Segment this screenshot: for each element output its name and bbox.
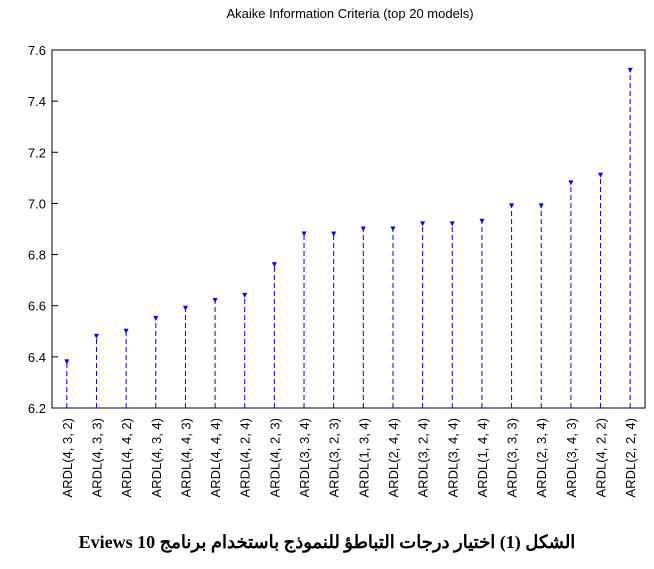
marker	[509, 203, 515, 209]
marker	[153, 315, 159, 321]
marker	[568, 180, 574, 186]
x-tick-label: ARDL(4, 2, 3)	[267, 418, 282, 497]
y-tick-label: 6.4	[28, 350, 46, 365]
marker	[242, 292, 248, 298]
marker	[390, 226, 396, 232]
x-tick-label: ARDL(1, 4, 4)	[475, 418, 490, 497]
y-tick-label: 7.2	[28, 145, 46, 160]
marker	[598, 172, 604, 178]
x-tick-label: ARDL(4, 3, 3)	[89, 418, 104, 497]
marker	[420, 221, 426, 227]
marker	[538, 203, 544, 209]
marker	[331, 231, 337, 237]
marker	[449, 221, 455, 227]
x-tick-label: ARDL(4, 2, 2)	[594, 418, 609, 497]
x-tick-label: ARDL(3, 3, 3)	[505, 418, 520, 497]
y-tick-label: 7.4	[28, 94, 46, 109]
y-tick-label: 6.2	[28, 401, 46, 416]
marker	[479, 218, 485, 224]
y-tick-label: 6.6	[28, 299, 46, 314]
marker	[123, 328, 129, 334]
x-tick-label: ARDL(2, 2, 4)	[623, 418, 638, 497]
x-tick-label: ARDL(2, 4, 4)	[386, 418, 401, 497]
x-tick-label: ARDL(3, 3, 4)	[297, 418, 312, 497]
x-tick-label: ARDL(4, 3, 4)	[149, 418, 164, 497]
y-tick-label: 7.6	[28, 43, 46, 58]
x-tick-label: ARDL(3, 2, 4)	[416, 418, 431, 497]
marker	[64, 359, 70, 365]
x-tick-label: ARDL(1, 3, 4)	[356, 418, 371, 497]
x-tick-label: ARDL(4, 4, 2)	[119, 418, 134, 497]
chart: Akaike Information Criteria (top 20 mode…	[28, 6, 646, 497]
chart-title: Akaike Information Criteria (top 20 mode…	[226, 6, 473, 21]
x-tick-label: ARDL(2, 3, 4)	[534, 418, 549, 497]
caption: الشكل (1) اختيار درجات التباطؤ للنموذج ب…	[78, 532, 576, 552]
marker	[271, 262, 277, 268]
marker	[182, 305, 188, 311]
plot-frame	[51, 49, 646, 409]
y-tick-label: 6.8	[28, 248, 46, 263]
marker	[627, 67, 633, 73]
y-tick-label: 7.0	[28, 196, 46, 211]
marker	[212, 298, 218, 304]
x-tick-label: ARDL(4, 3, 2)	[60, 418, 75, 497]
x-tick-label: ARDL(3, 4, 3)	[564, 418, 579, 497]
x-tick-label: ARDL(3, 2, 3)	[327, 418, 342, 497]
x-tick-label: ARDL(4, 4, 3)	[178, 418, 193, 497]
x-tick-label: ARDL(4, 4, 4)	[208, 418, 223, 497]
marker	[301, 231, 307, 237]
x-tick-label: ARDL(3, 4, 4)	[445, 418, 460, 497]
marker	[360, 226, 366, 232]
marker	[93, 333, 99, 339]
x-tick-label: ARDL(4, 2, 4)	[238, 418, 253, 497]
